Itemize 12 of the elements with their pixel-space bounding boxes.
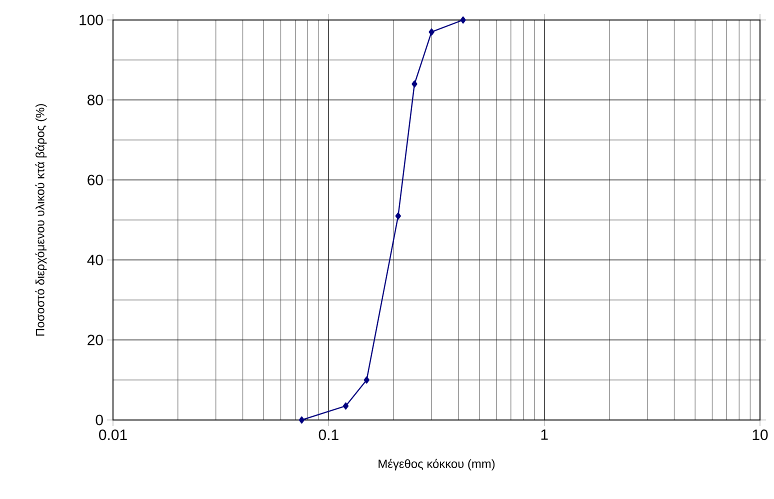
y-axis-title: Ποσοστό διερχόμενου υλικού κτά βάρος (%) bbox=[35, 104, 47, 336]
x-tick-label: 0.01 bbox=[99, 430, 127, 440]
x-tick-label: 10 bbox=[752, 430, 768, 440]
y-tick-label: 20 bbox=[88, 334, 103, 346]
x-tick-label: 0.1 bbox=[318, 430, 338, 440]
x-axis-title: Μέγεθος κόκκου (mm) bbox=[378, 458, 495, 470]
x-tick-label: 1 bbox=[541, 430, 548, 440]
y-tick-label: 40 bbox=[87, 254, 103, 266]
y-tick-label: 60 bbox=[88, 174, 103, 186]
y-tick-label: 100 bbox=[80, 14, 103, 26]
y-tick-label: 80 bbox=[88, 94, 103, 106]
y-tick-label: 0 bbox=[96, 414, 103, 426]
